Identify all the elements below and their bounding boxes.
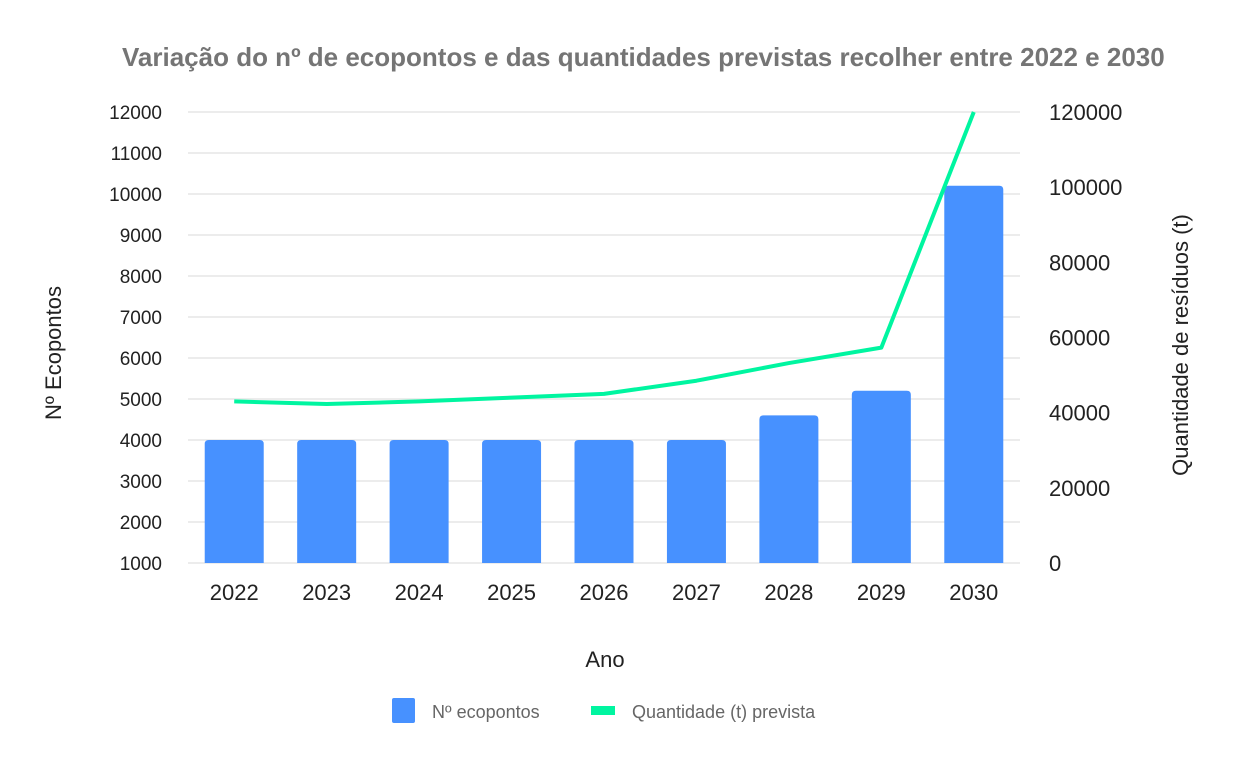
bar-2025 — [482, 440, 542, 563]
bar-2022 — [204, 440, 264, 563]
y-tick-label: 6000 — [120, 349, 162, 370]
legend-swatch-line — [591, 706, 615, 715]
y-axis-label: Nº Ecopontos — [41, 286, 66, 420]
bar-2026 — [574, 440, 634, 563]
y2-tick-label: 60000 — [1049, 326, 1110, 351]
bar-2027 — [666, 440, 726, 563]
legend-label-line: Quantidade (t) prevista — [632, 702, 816, 722]
left-axis-ticks: 1000 2000 3000 4000 5000 6000 7000 8000 9000 1000… — [109, 103, 162, 575]
bar-2029 — [851, 390, 911, 563]
bar-2028 — [759, 415, 819, 563]
y-tick-label: 3000 — [120, 472, 162, 493]
legend-label-bars: Nº ecopontos — [432, 702, 540, 722]
y2-tick-label: 20000 — [1049, 476, 1110, 501]
bar-2023 — [297, 440, 357, 563]
x-tick-label: 2025 — [487, 580, 536, 605]
x-tick-label: 2026 — [580, 580, 629, 605]
x-tick-label: 2023 — [302, 580, 351, 605]
y-tick-label: 10000 — [109, 185, 162, 206]
y2-tick-label: 120000 — [1049, 100, 1122, 125]
y2-tick-label: 80000 — [1049, 250, 1110, 275]
y-tick-label: 5000 — [120, 390, 162, 411]
legend-swatch-bars — [392, 698, 415, 723]
right-axis-ticks: 0 20000 40000 60000 80000 100000 120000 — [1049, 100, 1122, 576]
chart-title: Variação do nº de ecopontos e das quanti… — [122, 42, 1165, 72]
y-tick-label: 7000 — [120, 308, 162, 329]
y-tick-label: 1000 — [120, 554, 162, 575]
x-tick-label: 2029 — [857, 580, 906, 605]
line-series — [234, 111, 976, 407]
x-tick-label: 2027 — [672, 580, 721, 605]
x-tick-label: 2030 — [949, 580, 998, 605]
x-axis-label: Ano — [585, 647, 624, 672]
legend: Nº ecopontos Quantidade (t) prevista — [392, 698, 816, 723]
y-tick-label: 12000 — [109, 103, 162, 124]
y-tick-label: 9000 — [120, 226, 162, 247]
y-tick-label: 2000 — [120, 513, 162, 534]
bar-2024 — [389, 440, 449, 563]
y-tick-label: 11000 — [111, 144, 162, 165]
y-tick-label: 8000 — [120, 267, 162, 288]
x-tick-label: 2024 — [395, 580, 444, 605]
x-axis-ticks: 2022 2023 2024 2025 2026 2027 2028 2029 2030 — [210, 580, 999, 605]
bar-series — [204, 185, 1004, 564]
y2-tick-label: 40000 — [1049, 401, 1110, 426]
y2-axis-label: Quantidade de resíduos (t) — [1168, 214, 1193, 476]
x-tick-label: 2022 — [210, 580, 259, 605]
bar-2030 — [944, 185, 1004, 564]
y2-tick-label: 100000 — [1049, 175, 1122, 200]
y-tick-label: 4000 — [120, 431, 162, 452]
x-tick-label: 2028 — [764, 580, 813, 605]
line-quantidade-prevista — [234, 111, 976, 407]
y2-tick-label: 0 — [1049, 551, 1061, 576]
